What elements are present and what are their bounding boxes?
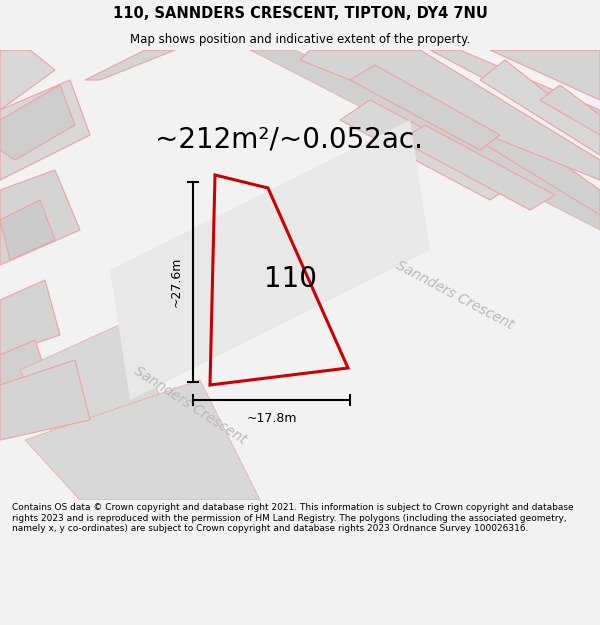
Polygon shape bbox=[370, 50, 600, 180]
Polygon shape bbox=[480, 60, 600, 155]
Text: ~212m²/~0.052ac.: ~212m²/~0.052ac. bbox=[155, 126, 423, 154]
Polygon shape bbox=[430, 50, 600, 140]
Text: Map shows position and indicative extent of the property.: Map shows position and indicative extent… bbox=[130, 32, 470, 46]
Polygon shape bbox=[350, 65, 500, 150]
Text: Contains OS data © Crown copyright and database right 2021. This information is : Contains OS data © Crown copyright and d… bbox=[12, 503, 574, 533]
Polygon shape bbox=[250, 50, 600, 230]
Text: 110, SANNDERS CRESCENT, TIPTON, DY4 7NU: 110, SANNDERS CRESCENT, TIPTON, DY4 7NU bbox=[113, 6, 487, 21]
Polygon shape bbox=[540, 85, 600, 135]
Text: ~17.8m: ~17.8m bbox=[246, 412, 297, 425]
Polygon shape bbox=[0, 170, 80, 265]
Polygon shape bbox=[85, 50, 175, 80]
Polygon shape bbox=[0, 50, 55, 110]
Polygon shape bbox=[0, 280, 60, 355]
Polygon shape bbox=[0, 200, 55, 260]
Polygon shape bbox=[340, 100, 520, 200]
Polygon shape bbox=[0, 80, 90, 180]
Text: ~27.6m: ~27.6m bbox=[170, 257, 183, 307]
Polygon shape bbox=[25, 380, 260, 500]
Polygon shape bbox=[110, 120, 430, 400]
Text: Sannders Crescent: Sannders Crescent bbox=[394, 258, 516, 332]
Text: 110: 110 bbox=[264, 265, 317, 293]
Text: Sannders Crescent: Sannders Crescent bbox=[131, 364, 249, 446]
Polygon shape bbox=[20, 320, 200, 500]
Polygon shape bbox=[400, 125, 555, 210]
Polygon shape bbox=[300, 50, 600, 180]
Polygon shape bbox=[0, 360, 90, 440]
Polygon shape bbox=[490, 50, 600, 100]
Polygon shape bbox=[0, 340, 50, 400]
Polygon shape bbox=[0, 85, 75, 160]
Polygon shape bbox=[380, 55, 600, 215]
